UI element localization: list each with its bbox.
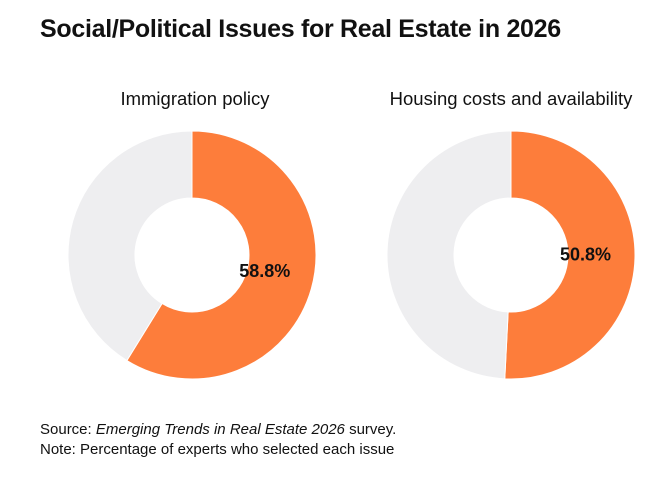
source-publication: Emerging Trends in Real Estate 2026 [95, 421, 345, 438]
source-suffix: survey. [344, 421, 397, 438]
donut-title-housing: Housing costs and availability [389, 88, 633, 109]
donut-title-immigration: Immigration policy [120, 88, 270, 109]
donut-slice-remainder [386, 130, 512, 380]
donut-value-label: 50.8% [560, 244, 611, 264]
source-prefix: Source: [40, 421, 96, 438]
source-note: Source: Emerging Trends in Real Estate 2… [40, 420, 396, 460]
chart-title: Social/Political Issues for Real Estate … [40, 15, 561, 43]
donut-slice-selected [504, 130, 636, 380]
source-line: Source: Emerging Trends in Real Estate 2… [40, 420, 396, 440]
donut-chart-immigration: 58.8% [67, 130, 317, 380]
donut-slice-remainder [67, 130, 193, 362]
donut-value-label: 58.8% [239, 261, 290, 281]
note-line: Note: Percentage of experts who selected… [40, 441, 395, 458]
donut-slice-selected [126, 130, 317, 380]
donut-chart-housing: 50.8% [386, 130, 636, 380]
